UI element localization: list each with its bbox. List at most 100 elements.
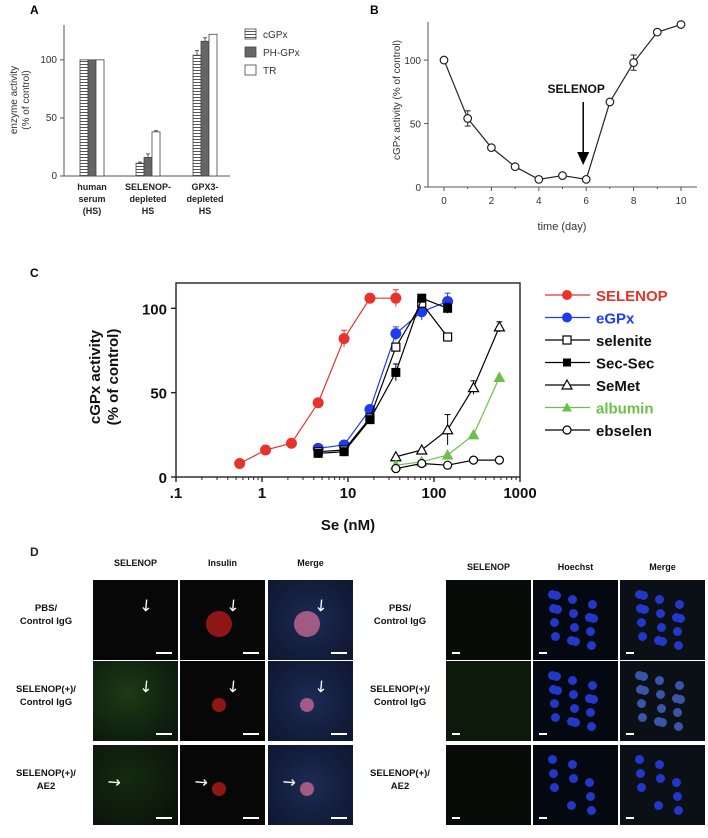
scale-bar bbox=[243, 817, 259, 819]
nucleus bbox=[549, 769, 558, 778]
data-point bbox=[676, 20, 686, 29]
nucleus bbox=[570, 704, 579, 713]
nucleus bbox=[672, 778, 681, 787]
data-point-Sec-Sec bbox=[391, 367, 401, 377]
legend-marker bbox=[562, 402, 572, 412]
scale-bar bbox=[156, 733, 172, 735]
y-axis-label: enzyme activity bbox=[9, 66, 20, 134]
column-header: Merge bbox=[297, 558, 324, 568]
row-label: PBS/ Control IgG bbox=[373, 603, 427, 627]
nucleus bbox=[569, 690, 578, 699]
data-point-ebselen bbox=[417, 458, 427, 469]
nucleus bbox=[656, 774, 665, 783]
nucleus bbox=[657, 704, 666, 713]
x-tick-label: 100 bbox=[421, 485, 446, 502]
data-point-ebselen bbox=[494, 455, 504, 465]
micrograph: ↙ bbox=[180, 661, 265, 741]
category-label: (HS) bbox=[83, 206, 102, 216]
data-point-SELENOP bbox=[234, 458, 246, 470]
legend-marker bbox=[562, 312, 572, 323]
nucleus bbox=[567, 801, 576, 810]
category-label: depleted bbox=[129, 194, 166, 204]
x-tick-label: 8 bbox=[631, 196, 637, 207]
y-tick-label: 100 bbox=[404, 56, 421, 67]
charts-svg: A enzyme activity (% of control) 0 50 100 h… bbox=[9, 3, 697, 534]
y-tick-label: 50 bbox=[150, 386, 167, 403]
arrow-icon: ↘ bbox=[278, 771, 300, 794]
scale-bar bbox=[243, 652, 259, 654]
data-point bbox=[558, 171, 567, 180]
scale-bar bbox=[626, 652, 634, 654]
scale-bar bbox=[331, 652, 347, 654]
y-tick-label: 100 bbox=[142, 301, 167, 318]
data-point bbox=[510, 162, 520, 172]
micrograph bbox=[533, 661, 618, 741]
micrograph bbox=[533, 745, 618, 825]
scale-bar bbox=[626, 817, 634, 819]
data-point-Sec-Sec bbox=[313, 448, 323, 458]
x-tick-label: 4 bbox=[536, 196, 542, 207]
data-point-SeMet bbox=[467, 381, 480, 393]
category-label: HS bbox=[142, 206, 155, 216]
micrograph bbox=[446, 580, 531, 660]
category-label: serum bbox=[78, 194, 105, 204]
y-tick-label: 50 bbox=[410, 120, 422, 131]
legend-label: TR bbox=[263, 66, 276, 77]
islet-stain bbox=[205, 611, 232, 637]
nucleus bbox=[569, 609, 578, 618]
islet-stain bbox=[293, 611, 320, 637]
data-point bbox=[463, 114, 473, 123]
nucleus bbox=[676, 614, 685, 623]
scale-bar bbox=[331, 817, 347, 819]
data-point-SELENOP bbox=[390, 292, 402, 304]
y-tick-label: 0 bbox=[415, 183, 421, 194]
legend-swatch bbox=[244, 28, 257, 40]
category-label: HS bbox=[199, 206, 212, 216]
data-line bbox=[443, 23, 682, 181]
scale-bar bbox=[539, 817, 547, 819]
panel-a-letter: A bbox=[30, 3, 39, 17]
category-label: human bbox=[77, 182, 107, 192]
y-tick-label: 50 bbox=[46, 113, 58, 124]
nucleus bbox=[655, 676, 664, 685]
panel-d-letter: D bbox=[30, 545, 39, 559]
bar-cGPx bbox=[135, 162, 145, 177]
nucleus bbox=[675, 600, 684, 609]
legend-swatch bbox=[244, 46, 257, 58]
y-axis-label-line2: (% of control) bbox=[105, 329, 122, 426]
scale-bar bbox=[539, 733, 547, 735]
y-tick-label: 0 bbox=[159, 470, 167, 487]
bar-TR bbox=[151, 131, 161, 177]
scale-bar bbox=[452, 817, 460, 819]
scale-bar bbox=[452, 652, 460, 654]
micrograph bbox=[533, 580, 618, 660]
data-point-SELENOP bbox=[260, 444, 272, 456]
data-point-ebselen bbox=[443, 460, 453, 470]
legend-label: SELENOP bbox=[596, 288, 668, 305]
nucleus bbox=[655, 760, 664, 769]
data-point-SELENOP bbox=[364, 292, 376, 304]
legend-marker bbox=[562, 425, 572, 435]
nucleus bbox=[636, 769, 645, 778]
micrograph: ↙ bbox=[93, 661, 178, 741]
bar-PH-GPx bbox=[143, 157, 153, 177]
data-point bbox=[439, 55, 449, 65]
data-point-SELENOP bbox=[338, 333, 350, 345]
legend-label: ebselen bbox=[596, 423, 652, 440]
nucleus bbox=[674, 722, 683, 731]
nucleus bbox=[674, 806, 683, 815]
nucleus bbox=[673, 708, 682, 717]
nucleus bbox=[552, 591, 561, 600]
data-point-ebselen bbox=[468, 455, 479, 465]
nucleus bbox=[673, 627, 682, 636]
legend-marker bbox=[563, 358, 571, 367]
nucleus bbox=[675, 681, 684, 690]
x-tick-label: .1 bbox=[170, 485, 183, 502]
scale-bar bbox=[539, 652, 547, 654]
nucleus bbox=[550, 699, 559, 708]
nucleus bbox=[587, 806, 596, 815]
data-point bbox=[534, 174, 544, 184]
legend-swatch bbox=[244, 64, 257, 76]
nucleus bbox=[637, 618, 646, 627]
micrograph: ↘ bbox=[268, 745, 353, 825]
